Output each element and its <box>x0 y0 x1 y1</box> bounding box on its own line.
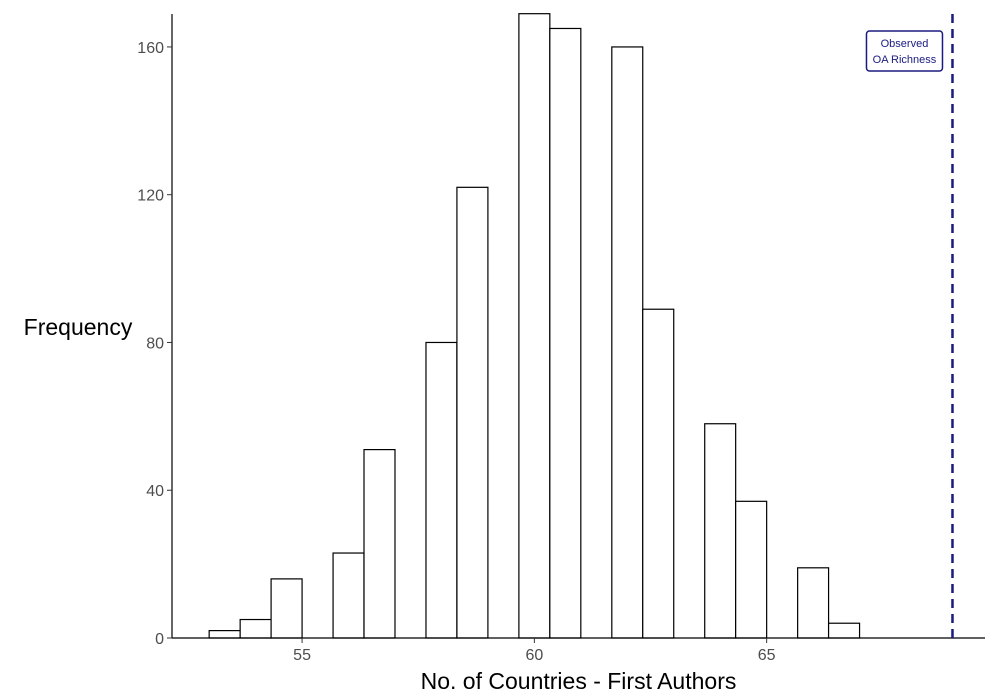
histogram-bar <box>456 186 489 639</box>
histogram-bar <box>827 622 861 639</box>
histogram-bar <box>704 423 737 639</box>
x-tick-label: 55 <box>293 647 311 664</box>
histogram-bar <box>549 27 582 639</box>
histogram-bar <box>642 308 675 639</box>
histogram-bar <box>611 46 644 639</box>
histogram-bar <box>425 341 458 639</box>
histogram-bar <box>518 13 551 639</box>
x-axis-title: No. of Countries - First Authors <box>421 668 737 694</box>
histogram-bar <box>270 578 303 639</box>
histogram-bar <box>208 630 241 639</box>
histogram-bars <box>208 13 861 639</box>
x-tick-label: 65 <box>758 647 776 664</box>
y-tick-label: 160 <box>137 40 164 57</box>
histogram-bar <box>239 618 272 639</box>
y-tick-label: 40 <box>146 483 164 500</box>
y-axis-title: Frequency <box>24 314 133 340</box>
histogram-bar <box>332 552 365 639</box>
observed-richness-annotation: Observed OA Richness <box>865 30 944 72</box>
annotation-label-line-2: OA Richness <box>873 54 937 66</box>
histogram-bar <box>735 500 768 639</box>
x-tick-label: 60 <box>525 647 543 664</box>
y-tick-label: 120 <box>137 188 164 205</box>
annotation-box <box>865 30 944 72</box>
y-tick-label: 0 <box>155 631 164 648</box>
histogram-bar <box>797 567 830 639</box>
histogram-bar <box>363 449 396 639</box>
y-tick-label: 80 <box>146 335 164 352</box>
x-axis-ticks: 55 60 65 <box>293 638 776 664</box>
y-axis-ticks: 0 40 80 120 160 <box>137 40 172 648</box>
annotation-label-line-1: Observed <box>881 38 929 50</box>
